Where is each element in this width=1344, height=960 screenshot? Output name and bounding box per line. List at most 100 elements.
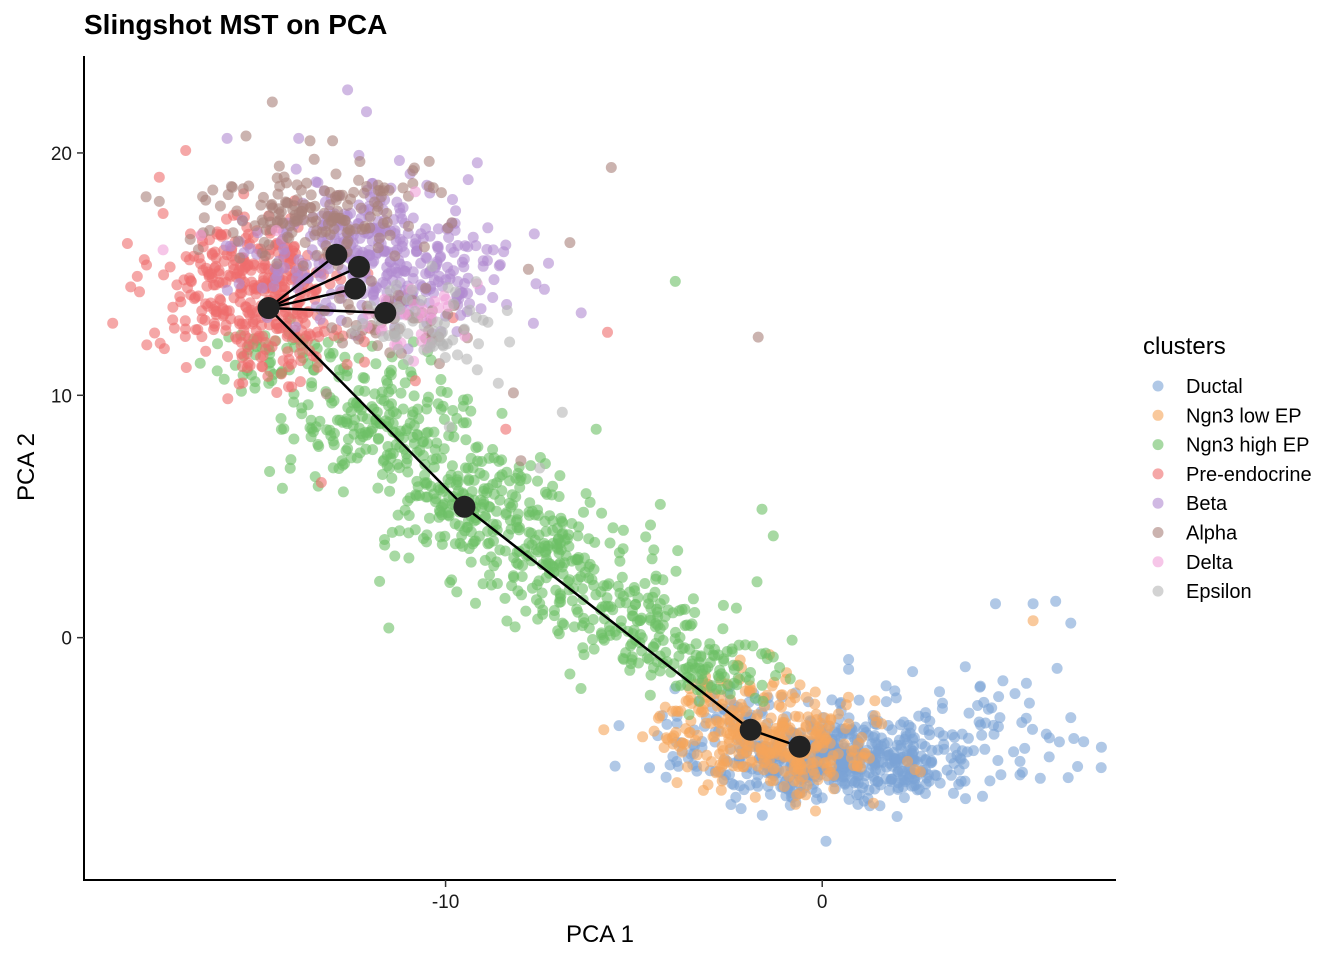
data-point — [880, 696, 892, 708]
data-point — [583, 561, 595, 573]
data-point — [288, 433, 300, 445]
data-point — [938, 738, 950, 750]
data-point — [211, 365, 223, 377]
data-point — [891, 811, 903, 822]
data-point — [337, 337, 348, 349]
data-point — [504, 336, 516, 348]
data-point — [134, 286, 145, 298]
data-point — [319, 185, 330, 197]
data-point — [484, 569, 495, 581]
data-point — [318, 207, 330, 219]
data-point — [395, 387, 407, 399]
data-point — [402, 294, 413, 306]
legend-swatch — [1152, 409, 1164, 421]
data-point — [291, 272, 303, 284]
data-point — [974, 680, 986, 692]
data-point — [537, 608, 549, 620]
data-point — [671, 777, 683, 789]
data-point — [522, 263, 534, 275]
data-point — [157, 208, 169, 219]
data-point — [784, 673, 796, 685]
data-point — [141, 339, 153, 351]
data-point — [1008, 746, 1020, 758]
data-point — [1027, 598, 1039, 610]
data-point — [697, 674, 708, 686]
legend-swatch — [1152, 585, 1164, 597]
data-point — [843, 691, 854, 703]
data-point — [554, 470, 566, 482]
data-point — [1019, 742, 1031, 754]
data-point — [325, 215, 337, 227]
data-point — [433, 302, 445, 314]
data-point — [333, 463, 345, 474]
data-point — [353, 174, 365, 186]
data-point — [330, 168, 342, 180]
data-point — [602, 326, 613, 338]
data-point — [428, 426, 440, 438]
data-point — [370, 358, 382, 370]
data-point — [436, 538, 448, 550]
data-point — [717, 745, 729, 757]
data-point — [452, 470, 464, 482]
data-point — [288, 200, 300, 212]
data-point — [523, 526, 535, 538]
data-point — [507, 387, 519, 399]
data-point — [955, 775, 967, 787]
data-point — [628, 624, 640, 636]
data-point — [357, 318, 369, 330]
data-point — [350, 223, 362, 235]
data-point — [164, 261, 176, 273]
data-point — [140, 191, 152, 203]
data-point — [513, 524, 525, 536]
data-point — [341, 227, 353, 239]
data-point — [294, 376, 306, 388]
data-point — [883, 784, 895, 796]
data-point — [791, 789, 803, 801]
data-point — [992, 755, 1004, 766]
data-point — [500, 507, 512, 519]
data-point — [415, 228, 427, 240]
data-point — [880, 680, 892, 692]
data-point — [200, 298, 212, 310]
data-point — [936, 703, 948, 714]
data-point — [414, 490, 426, 501]
data-point — [389, 550, 401, 562]
data-point — [337, 189, 348, 201]
data-point — [402, 328, 414, 340]
data-point — [358, 187, 370, 199]
data-point — [448, 265, 459, 277]
data-point — [976, 729, 988, 741]
data-point — [945, 769, 957, 781]
data-point — [810, 728, 822, 740]
data-point — [138, 254, 150, 266]
data-point — [915, 750, 927, 762]
data-point — [455, 309, 467, 321]
data-point — [949, 731, 960, 743]
data-point — [368, 286, 380, 297]
data-point — [367, 444, 379, 456]
legend-swatch — [1152, 497, 1164, 509]
data-point — [775, 701, 787, 713]
data-point — [995, 769, 1007, 781]
data-point — [843, 663, 855, 675]
series-ductal — [609, 595, 1107, 847]
data-point — [198, 212, 210, 224]
x-tick-label: -10 — [432, 892, 459, 913]
data-point — [547, 480, 559, 492]
data-point — [516, 571, 528, 582]
data-point — [572, 574, 584, 585]
data-point — [488, 274, 500, 286]
data-point — [907, 666, 919, 678]
data-point — [568, 583, 579, 595]
data-point — [216, 230, 228, 242]
data-point — [869, 783, 881, 795]
data-point — [816, 792, 828, 804]
data-point — [218, 373, 230, 385]
data-point — [450, 286, 461, 298]
data-point — [566, 595, 578, 607]
data-point — [175, 296, 187, 308]
data-point — [179, 331, 191, 342]
data-point — [328, 427, 340, 439]
legend-swatch — [1152, 380, 1164, 392]
data-point — [548, 561, 560, 573]
